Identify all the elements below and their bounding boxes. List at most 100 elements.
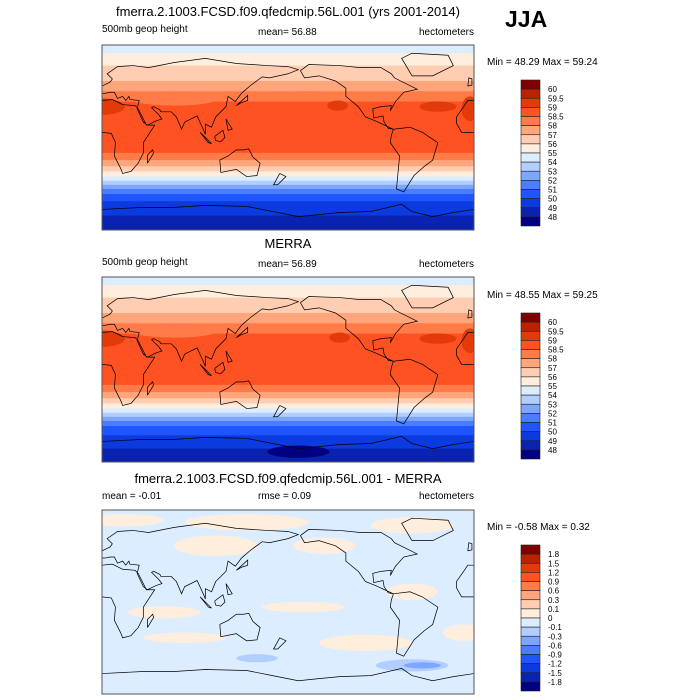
contour-patch	[419, 101, 457, 112]
panel2-title: MERRA	[264, 236, 312, 251]
contour-field	[102, 45, 474, 230]
colorbar-box	[520, 349, 541, 359]
colorbar-box	[520, 626, 541, 637]
colorbar-box	[520, 663, 541, 674]
map-panel-2	[101, 276, 475, 463]
colorbar-box	[520, 681, 541, 692]
colorbar-tick-label: 1.2	[548, 568, 560, 577]
colorbar-tick-label: 58	[548, 355, 557, 364]
colorbar-tick-label: 57	[548, 131, 557, 140]
contour-band	[102, 408, 474, 414]
colorbar-box	[520, 572, 541, 582]
map-panel-1	[101, 44, 475, 231]
contour-band	[102, 160, 474, 167]
contour-patch	[102, 514, 164, 527]
contour-band	[102, 426, 474, 436]
panel1-variable: 500mb geop height	[102, 24, 188, 35]
colorbar-tick-label: -0.3	[548, 632, 562, 641]
panel1-title: fmerra.2.1003.FCSD.f09.qfedcmip.56L.001 …	[116, 4, 460, 19]
panel3-units: hectometers	[418, 491, 474, 502]
colorbar-box	[520, 394, 541, 405]
colorbar-box	[520, 330, 541, 341]
contour-band	[102, 45, 474, 54]
colorbar-box	[520, 358, 541, 369]
contour-band	[102, 412, 474, 418]
contour-band	[102, 277, 474, 286]
contour-band	[102, 392, 474, 399]
colorbar-tick-label: 48	[548, 213, 557, 222]
panel1-units: hectometers	[418, 27, 474, 38]
colorbar-box	[520, 544, 541, 555]
colorbar-tick-label: 59	[548, 103, 557, 112]
colorbar-tick-label: -0.6	[548, 641, 562, 650]
panel3-mean: mean = -0.01	[102, 491, 162, 502]
contour-band	[102, 80, 474, 92]
colorbar-box	[520, 107, 541, 117]
colorbar-tick-label: 52	[548, 176, 557, 185]
contour-patch	[174, 535, 257, 556]
colorbar-box	[520, 553, 541, 564]
contour-patch	[461, 328, 474, 354]
contour-patch	[386, 583, 438, 600]
colorbar-box	[520, 180, 541, 190]
map-frame	[101, 44, 475, 231]
contour-patch	[329, 332, 350, 343]
contour-band	[102, 188, 474, 195]
colorbar-box	[520, 207, 541, 218]
colorbar-box	[520, 170, 541, 181]
contour-band	[102, 384, 474, 393]
colorbar-tick-label: 58	[548, 122, 557, 131]
colorbar-tick-label: 59.5	[548, 94, 564, 103]
colorbar-box	[520, 198, 541, 209]
panel3-minmax: Min = -0.58 Max = 0.32	[487, 522, 590, 533]
colorbar-tick-label: 0.6	[548, 587, 560, 596]
colorbar-tick-label: 51	[548, 419, 557, 428]
colorbar-tick-label: 56	[548, 140, 557, 149]
colorbar-box	[520, 189, 541, 199]
colorbar-box	[520, 125, 541, 136]
colorbar-box	[520, 79, 541, 90]
contour-band	[102, 176, 474, 182]
colorbar-box	[520, 413, 541, 423]
colorbar-box	[520, 431, 541, 442]
colorbar-box	[520, 581, 541, 591]
contour-patch	[327, 100, 348, 111]
colorbar-tick-label: -0.9	[548, 651, 562, 660]
panel2-variable: 500mb geop height	[102, 257, 188, 268]
contour-patch	[267, 445, 330, 458]
colorbar-box	[520, 116, 541, 126]
map-panel-3	[101, 509, 475, 695]
panel2-mean: mean= 56.89	[258, 259, 317, 270]
colorbar-box	[520, 440, 541, 451]
colorbar-tick-label: 53	[548, 400, 557, 409]
colorbar-tick-label: 50	[548, 195, 557, 204]
colorbar-tick-label: 54	[548, 391, 557, 400]
colorbar-box	[520, 97, 541, 108]
contour-band	[102, 152, 474, 161]
contour-patch	[319, 634, 412, 652]
contour-band	[102, 194, 474, 202]
colorbar-box	[520, 152, 541, 163]
colorbar-box	[520, 654, 541, 664]
contour-patch	[133, 325, 216, 338]
panel2-minmax: Min = 48.55 Max = 59.25	[487, 290, 598, 301]
contour-patch	[184, 514, 309, 531]
map-frame	[101, 509, 475, 695]
colorbar-tick-label: 53	[548, 167, 557, 176]
colorbar-3: 1.81.51.20.90.60.30.10-0.1-0.3-0.6-0.9-1…	[520, 544, 562, 692]
colorbar-tick-label: 51	[548, 186, 557, 195]
colorbar-tick-label: 49	[548, 204, 557, 213]
contour-band	[102, 312, 474, 324]
contour-patch	[262, 602, 345, 613]
colorbar-box	[520, 672, 541, 683]
colorbar-box	[520, 645, 541, 655]
contour-band	[102, 101, 474, 154]
colorbar-box	[520, 143, 541, 154]
contour-patch	[443, 624, 474, 641]
colorbar-tick-label: 48	[548, 446, 557, 455]
contour-band	[102, 53, 474, 67]
contour-band	[102, 403, 474, 410]
colorbar-box	[520, 635, 541, 646]
colorbar-box	[520, 617, 541, 628]
